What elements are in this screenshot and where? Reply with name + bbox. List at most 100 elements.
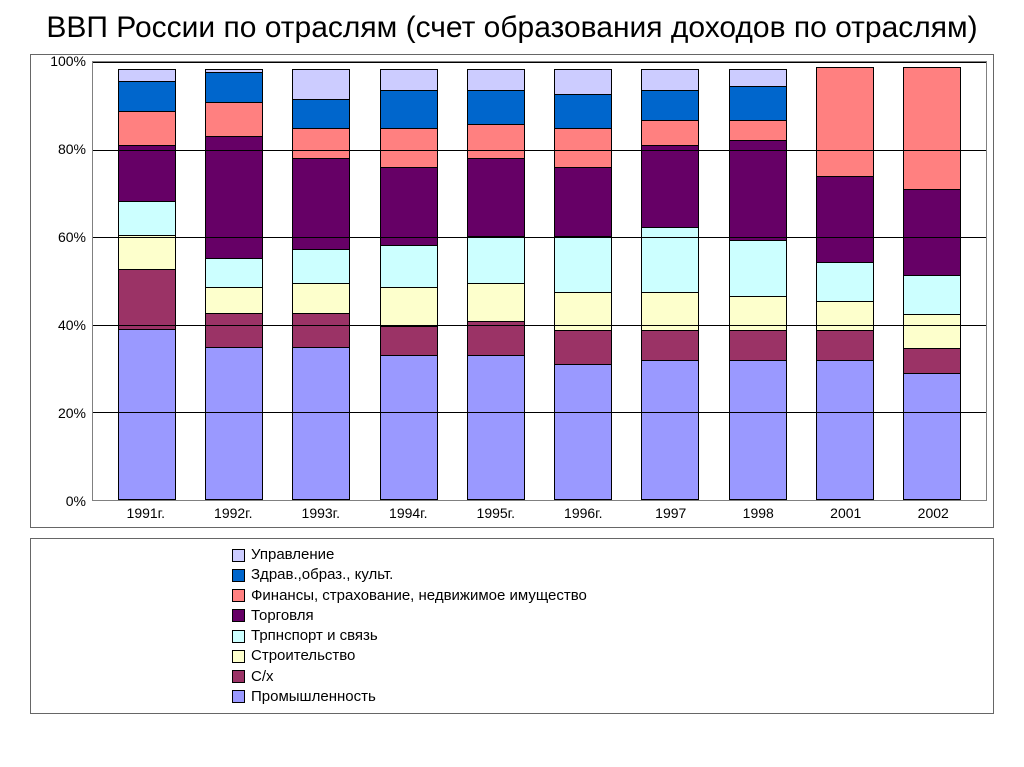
legend-label: Строительство [251, 646, 355, 666]
bar-segment-finance [118, 111, 176, 146]
bar-segment-finance [554, 128, 612, 167]
bar-column [903, 62, 961, 500]
bar-segment-govt [467, 69, 525, 91]
bar-segment-transport [816, 262, 874, 301]
legend-swatch [232, 609, 245, 622]
bar-segment-construct [118, 235, 176, 270]
x-tick-label: 1996г. [554, 505, 612, 521]
bar-segment-agri [816, 330, 874, 361]
bar-segment-transport [903, 275, 961, 314]
y-tick-label: 0% [66, 493, 86, 509]
y-tick-label: 100% [50, 53, 86, 69]
bar-segment-health [729, 86, 787, 121]
bar-segment-finance [292, 128, 350, 159]
legend-item-finance: Финансы, страхование, недвижимое имущест… [232, 586, 792, 606]
bar-segment-trade [554, 167, 612, 237]
legend-swatch [232, 589, 245, 602]
legend-label: Здрав.,образ., культ. [251, 565, 393, 585]
bar-segment-agri [118, 269, 176, 330]
bar-segment-agri [292, 313, 350, 348]
gridline [93, 62, 986, 63]
legend-label: Финансы, страхование, недвижимое имущест… [251, 586, 587, 606]
bar-segment-industry [816, 360, 874, 500]
y-axis: 0%20%40%60%80%100% [37, 61, 92, 501]
legend-item-industry: Промышленность [232, 687, 792, 707]
chart-panel: 0%20%40%60%80%100% 1991г.1992г.1993г.199… [30, 54, 994, 528]
bar-segment-trade [903, 189, 961, 277]
bar-segment-agri [554, 330, 612, 365]
bar-column [729, 62, 787, 500]
bar-segment-industry [729, 360, 787, 500]
bar-segment-agri [205, 313, 263, 348]
bar-segment-transport [729, 240, 787, 297]
legend-item-trade: Торговля [232, 606, 792, 626]
x-tick-label: 1995г. [467, 505, 525, 521]
bar-segment-industry [292, 347, 350, 500]
legend-label: С/х [251, 667, 274, 687]
bar-segment-trade [292, 158, 350, 250]
legend-label: Трпнспорт и связь [251, 626, 378, 646]
bar-segment-govt [292, 69, 350, 100]
x-tick-label: 1994г. [379, 505, 437, 521]
bar-segment-transport [205, 258, 263, 289]
bar-segment-transport [467, 236, 525, 284]
legend-list: УправлениеЗдрав.,образ., культ.Финансы, … [232, 545, 792, 707]
bar-segment-industry [641, 360, 699, 500]
x-tick-label: 1993г. [292, 505, 350, 521]
chart-title: ВВП России по отраслям (счет образования… [0, 0, 1024, 54]
bar-column [118, 62, 176, 500]
bar-column [380, 62, 438, 500]
bar-segment-agri [729, 330, 787, 361]
bar-segment-construct [380, 287, 438, 326]
bar-segment-govt [729, 69, 787, 87]
legend-item-health: Здрав.,образ., культ. [232, 565, 792, 585]
gridline [93, 150, 986, 151]
bar-column [205, 62, 263, 500]
bar-segment-health [641, 90, 699, 121]
bar-segment-govt [554, 69, 612, 95]
x-tick-label: 2002 [904, 505, 962, 521]
bar-column [554, 62, 612, 500]
bar-segment-transport [554, 236, 612, 293]
bar-segment-health [467, 90, 525, 125]
bar-segment-health [380, 90, 438, 129]
y-tick-label: 20% [58, 405, 86, 421]
bar-segment-industry [205, 347, 263, 500]
bar-segment-finance [467, 124, 525, 159]
x-tick-label: 2001 [817, 505, 875, 521]
legend-item-construct: Строительство [232, 646, 792, 666]
bar-segment-finance [903, 67, 961, 190]
y-tick-label: 80% [58, 141, 86, 157]
bar-segment-industry [380, 355, 438, 500]
x-axis: 1991г. 1992г. 1993г. 1994г. 1995г. 1996г. 1997… [92, 501, 987, 521]
x-tick-label: 1991г. [117, 505, 175, 521]
bar-segment-construct [729, 296, 787, 331]
plot-area [92, 61, 987, 501]
bar-segment-construct [903, 314, 961, 349]
x-tick-label: 1992г. [204, 505, 262, 521]
legend-label: Промышленность [251, 687, 376, 707]
y-tick-label: 40% [58, 317, 86, 333]
x-tick-label: 1997 [642, 505, 700, 521]
bar-column [467, 62, 525, 500]
legend-label: Торговля [251, 606, 314, 626]
bar-segment-construct [205, 287, 263, 313]
bar-segment-govt [641, 69, 699, 91]
bar-segment-trade [467, 158, 525, 237]
x-tick-label: 1998 [729, 505, 787, 521]
bar-segment-finance [816, 67, 874, 177]
bar-segment-health [292, 99, 350, 130]
bars-container [93, 62, 986, 500]
bar-segment-trade [380, 167, 438, 246]
bar-segment-agri [641, 330, 699, 361]
bar-segment-agri [380, 326, 438, 357]
bar-segment-construct [292, 283, 350, 314]
bar-segment-trade [816, 176, 874, 264]
bar-segment-finance [729, 120, 787, 142]
gridline [93, 237, 986, 238]
bar-segment-health [118, 81, 176, 112]
bar-segment-finance [380, 128, 438, 167]
bar-segment-transport [380, 245, 438, 289]
bar-segment-trade [205, 136, 263, 259]
bar-segment-construct [816, 301, 874, 332]
